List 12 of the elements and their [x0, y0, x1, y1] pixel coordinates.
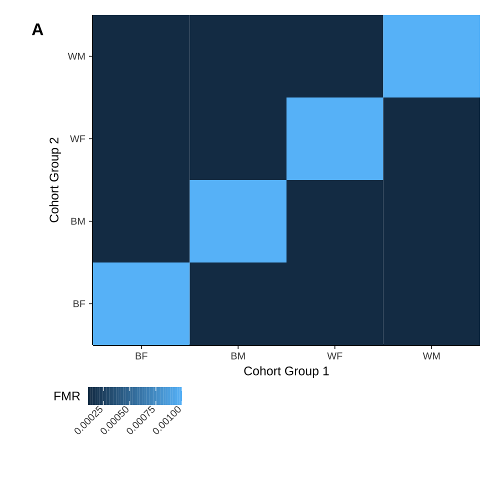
x-tick-label: BM	[231, 352, 245, 360]
x-tick-label: WM	[422, 352, 440, 360]
x-axis-title: Cohort Group 1	[244, 366, 329, 378]
x-tick-label: WF	[327, 352, 342, 360]
text: A	[32, 24, 44, 36]
x-tick-label: BF	[136, 352, 148, 360]
color-bar-title: FMR	[54, 392, 80, 400]
y-tick-label: BF	[74, 300, 86, 308]
y-tick-label: WM	[68, 52, 85, 60]
y-tick-label: BM	[71, 218, 85, 225]
y-tick-label: WF	[70, 135, 86, 142]
y-axis-title: Cohort Group 2	[49, 138, 61, 222]
